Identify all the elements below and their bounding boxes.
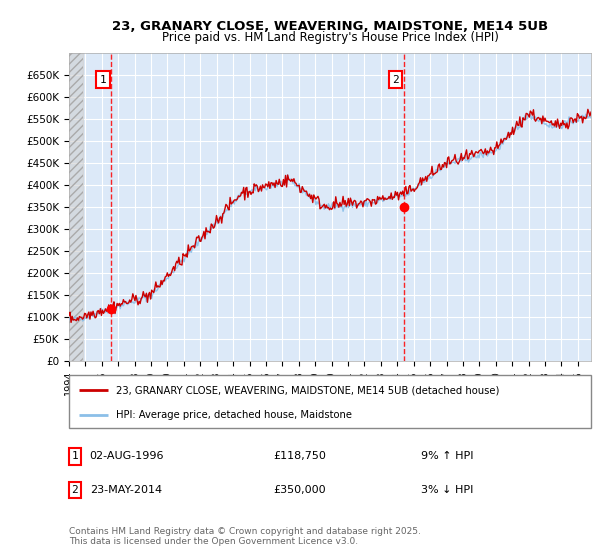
Text: 23-MAY-2014: 23-MAY-2014 — [90, 485, 162, 495]
Bar — [69, 53, 83, 361]
Text: 9% ↑ HPI: 9% ↑ HPI — [421, 451, 473, 461]
Bar — [69, 53, 83, 361]
Text: Contains HM Land Registry data © Crown copyright and database right 2025.
This d: Contains HM Land Registry data © Crown c… — [69, 526, 421, 546]
Text: 23, GRANARY CLOSE, WEAVERING, MAIDSTONE, ME14 5UB: 23, GRANARY CLOSE, WEAVERING, MAIDSTONE,… — [112, 20, 548, 32]
Text: 2: 2 — [392, 74, 399, 85]
Text: £350,000: £350,000 — [274, 485, 326, 495]
Text: 02-AUG-1996: 02-AUG-1996 — [89, 451, 163, 461]
Text: 3% ↓ HPI: 3% ↓ HPI — [421, 485, 473, 495]
Text: Price paid vs. HM Land Registry's House Price Index (HPI): Price paid vs. HM Land Registry's House … — [161, 31, 499, 44]
Text: 1: 1 — [71, 451, 79, 461]
Text: £118,750: £118,750 — [274, 451, 326, 461]
Text: 1: 1 — [100, 74, 107, 85]
Text: HPI: Average price, detached house, Maidstone: HPI: Average price, detached house, Maid… — [116, 410, 352, 420]
Text: 2: 2 — [71, 485, 79, 495]
Text: 23, GRANARY CLOSE, WEAVERING, MAIDSTONE, ME14 5UB (detached house): 23, GRANARY CLOSE, WEAVERING, MAIDSTONE,… — [116, 385, 499, 395]
